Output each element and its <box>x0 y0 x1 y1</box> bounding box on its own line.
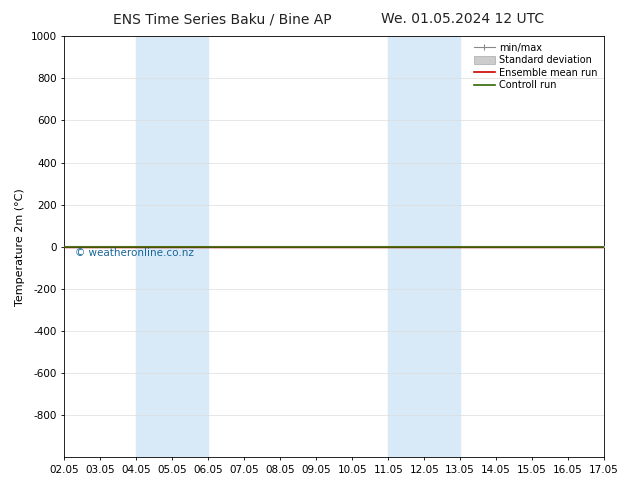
Text: We. 01.05.2024 12 UTC: We. 01.05.2024 12 UTC <box>381 12 545 26</box>
Y-axis label: Temperature 2m (°C): Temperature 2m (°C) <box>15 188 25 306</box>
Bar <box>136 36 208 457</box>
Text: ENS Time Series Baku / Bine AP: ENS Time Series Baku / Bine AP <box>113 12 331 26</box>
Legend: min/max, Standard deviation, Ensemble mean run, Controll run: min/max, Standard deviation, Ensemble me… <box>472 41 599 92</box>
Bar <box>388 36 460 457</box>
Text: © weatheronline.co.nz: © weatheronline.co.nz <box>75 247 194 258</box>
